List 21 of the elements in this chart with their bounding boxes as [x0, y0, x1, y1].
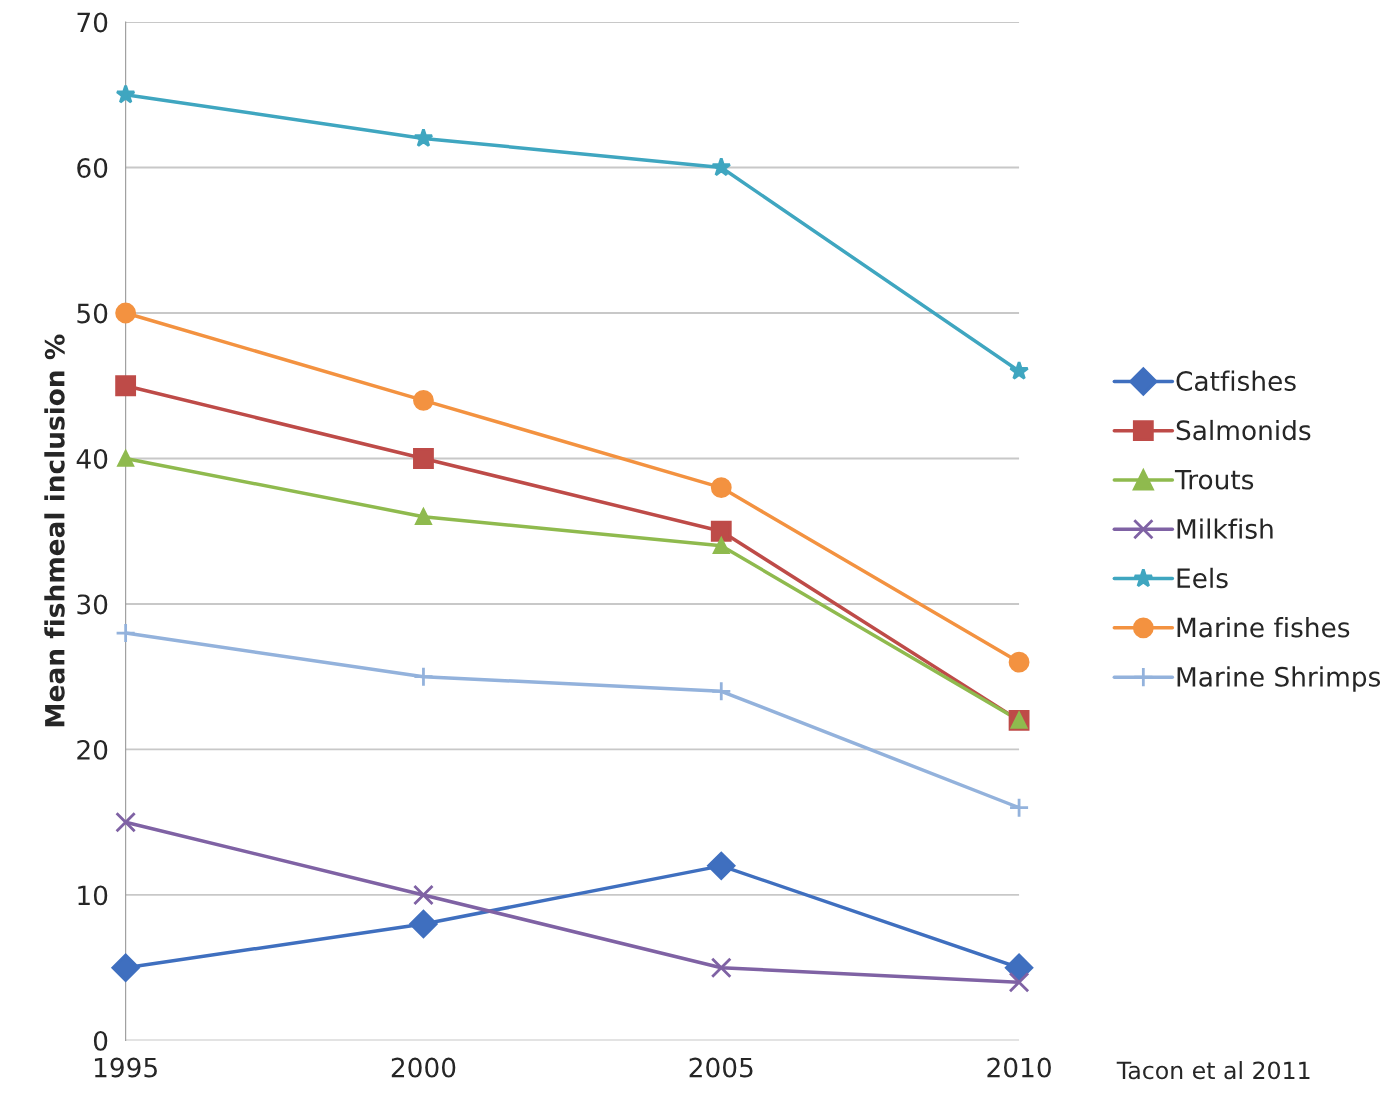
legend-label: Salmonids [1176, 419, 1311, 441]
legend-label: Eels [1177, 567, 1228, 589]
y-tick-label: 0 [93, 1030, 108, 1051]
y-tick-label: 10 [78, 885, 108, 906]
y-axis-title: Mean fishmeal inclusion % [44, 334, 65, 727]
legend-label: Trouts [1174, 469, 1254, 490]
y-tick-label: 70 [77, 12, 108, 33]
y-tick-label: 30 [77, 594, 108, 615]
y-tick-label: 50 [77, 303, 108, 324]
legend-label: Catfishes [1176, 370, 1296, 392]
x-tick-label: 2010 [987, 1057, 1051, 1078]
y-tick-label: 60 [77, 157, 108, 178]
text: Tacon et al 2011 [1116, 1061, 1310, 1080]
y-tick-label: 40 [76, 448, 108, 469]
x-tick-label: 1995 [94, 1057, 157, 1078]
x-tick-label: 2005 [689, 1057, 753, 1078]
legend-label: Marine Shrimps [1177, 666, 1381, 692]
x-tick-label: 2000 [391, 1057, 456, 1078]
legend-label: Marine fishes [1177, 617, 1350, 638]
legend-label: Milkfish [1177, 518, 1273, 539]
y-tick-label: 20 [77, 739, 108, 760]
